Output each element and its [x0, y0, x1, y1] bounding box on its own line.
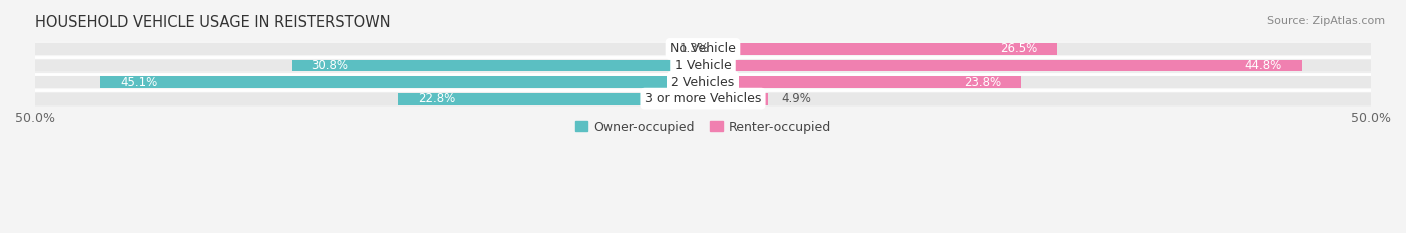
- Bar: [703, 59, 1302, 72]
- Text: 23.8%: 23.8%: [963, 75, 1001, 89]
- Bar: [35, 76, 1371, 88]
- Text: HOUSEHOLD VEHICLE USAGE IN REISTERSTOWN: HOUSEHOLD VEHICLE USAGE IN REISTERSTOWN: [35, 15, 391, 30]
- Text: 3 or more Vehicles: 3 or more Vehicles: [645, 92, 761, 105]
- Bar: [35, 41, 1371, 57]
- Text: 1.3%: 1.3%: [679, 42, 709, 55]
- Bar: [35, 57, 1371, 74]
- Bar: [703, 93, 769, 105]
- Bar: [35, 59, 1371, 72]
- Text: 44.8%: 44.8%: [1244, 59, 1281, 72]
- Text: 26.5%: 26.5%: [1000, 42, 1038, 55]
- Bar: [35, 93, 1371, 105]
- Bar: [35, 74, 1371, 90]
- Text: 2 Vehicles: 2 Vehicles: [672, 75, 734, 89]
- Text: 22.8%: 22.8%: [419, 92, 456, 105]
- Bar: [35, 90, 1371, 107]
- Text: 1 Vehicle: 1 Vehicle: [675, 59, 731, 72]
- Bar: [398, 93, 703, 105]
- Text: 45.1%: 45.1%: [121, 75, 157, 89]
- Legend: Owner-occupied, Renter-occupied: Owner-occupied, Renter-occupied: [569, 116, 837, 139]
- Text: Source: ZipAtlas.com: Source: ZipAtlas.com: [1267, 16, 1385, 26]
- Bar: [291, 59, 703, 72]
- Bar: [35, 43, 1371, 55]
- Bar: [703, 76, 1021, 88]
- Text: 30.8%: 30.8%: [312, 59, 349, 72]
- Text: 4.9%: 4.9%: [782, 92, 811, 105]
- Bar: [703, 43, 1057, 55]
- Bar: [686, 43, 703, 55]
- Text: No Vehicle: No Vehicle: [671, 42, 735, 55]
- Bar: [100, 76, 703, 88]
